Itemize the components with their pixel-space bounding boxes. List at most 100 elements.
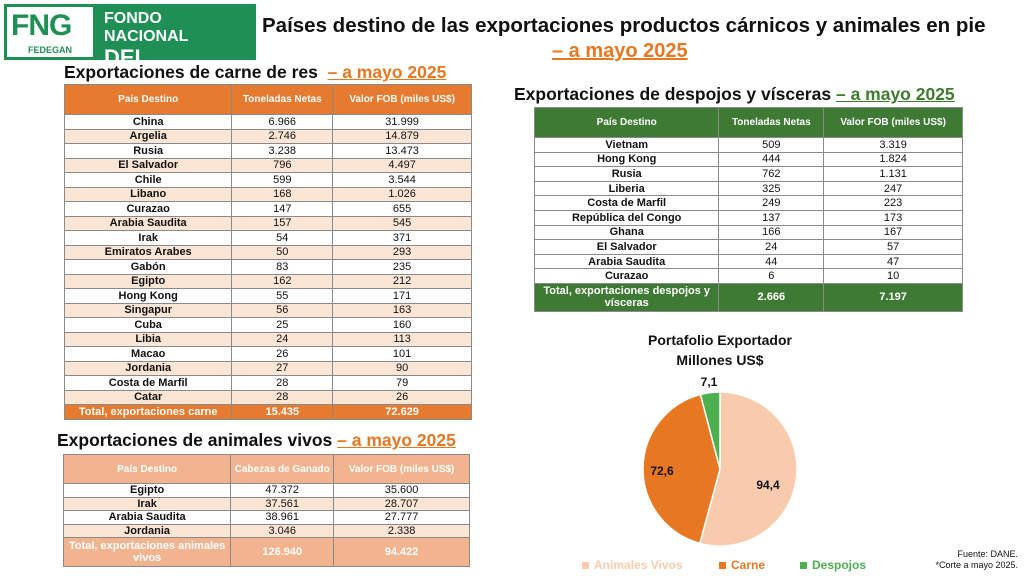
quantity-cell: 24 [718, 239, 825, 255]
quantity-cell: 147 [231, 201, 334, 217]
quantity-cell: 249 [718, 195, 825, 211]
fob-value-cell: 160 [332, 317, 472, 333]
country-cell: Libano [63, 186, 233, 202]
table-row: El Salvador 24 57 [533, 239, 963, 255]
fob-value-cell: 2.338 [333, 523, 470, 538]
fob-value-cell: 3.544 [332, 172, 472, 188]
fob-value-cell: 26 [332, 389, 472, 405]
country-cell: Rusia [533, 166, 720, 182]
beef-header-row: País Destino Toneladas Netas Valor FOB (… [63, 84, 472, 115]
fob-value-cell: 113 [332, 331, 472, 347]
country-cell: Argelia [63, 128, 233, 144]
quantity-cell: 157 [231, 215, 334, 231]
beef-exports-table: País Destino Toneladas Netas Valor FOB (… [63, 84, 472, 420]
fob-value-cell: 4.497 [332, 157, 472, 173]
country-cell: Costa de Marfil [63, 375, 233, 391]
country-cell: Irak [62, 496, 232, 511]
total-value: 126.940 [230, 537, 335, 567]
offal-col-tons: Toneladas Netas [718, 107, 825, 138]
quantity-cell: 444 [718, 151, 825, 168]
country-cell: Vietnam [533, 137, 720, 153]
legend-item-despojos: Despojos [800, 558, 866, 572]
quantity-cell: 166 [718, 224, 825, 241]
country-cell: China [63, 114, 233, 130]
table-row: Macao 26 101 [63, 346, 472, 362]
quantity-cell: 325 [718, 180, 825, 197]
table-row: Egipto 162 212 [63, 273, 472, 289]
table-row: Rusia 762 1.131 [533, 166, 963, 182]
fob-value-cell: 1.026 [332, 186, 472, 202]
fob-value-cell: 31.999 [332, 114, 472, 130]
quantity-cell: 796 [231, 157, 334, 173]
fob-value-cell: 10 [823, 268, 963, 284]
country-cell: Libia [63, 331, 233, 347]
quantity-cell: 162 [231, 273, 334, 289]
live-section-title: Exportaciones de animales vivos – a mayo… [57, 430, 456, 451]
country-cell: Emiratos Arabes [63, 244, 233, 260]
beef-title-text: Exportaciones de carne de res [64, 62, 318, 82]
table-row: Catar 28 26 [63, 389, 472, 405]
quantity-cell: 2.746 [231, 128, 334, 144]
logo-org: FEDEGAN [27, 45, 72, 55]
country-cell: Jordania [62, 523, 232, 538]
country-cell: El Salvador [533, 239, 720, 255]
quantity-cell: 26 [231, 346, 334, 362]
fob-value-cell: 235 [332, 259, 472, 275]
table-row: Curazao 147 655 [63, 201, 472, 217]
table-row: Costa de Marfil 28 79 [63, 375, 472, 391]
country-cell: Arabia Saudita [63, 215, 233, 231]
table-row: Vietnam 509 3.319 [533, 137, 963, 153]
country-cell: Rusia [63, 143, 233, 159]
offal-header-row: País Destino Toneladas Netas Valor FOB (… [533, 107, 963, 138]
offal-section-title: Exportaciones de despojos y vísceras – a… [514, 84, 955, 105]
quantity-cell: 168 [231, 186, 334, 202]
offal-exports-table: País Destino Toneladas Netas Valor FOB (… [533, 107, 963, 312]
table-row: Jordania 27 90 [63, 360, 472, 376]
source-line: Fuente: DANE. [957, 549, 1018, 559]
quantity-cell: 27 [231, 360, 334, 376]
fob-value-cell: 223 [823, 195, 963, 211]
legend-swatch [719, 561, 726, 569]
total-row: Total, exportaciones carne 15.435 72.629 [63, 404, 472, 420]
pie-slice-animales-vivos [698, 391, 798, 547]
fob-value-cell: 371 [332, 230, 472, 246]
fng-logo: FNG FEDEGAN FONDO NACIONAL DEL GANADO [4, 4, 256, 94]
offal-title-period: – a mayo 2025 [835, 84, 955, 104]
quantity-cell: 6 [718, 268, 825, 284]
quantity-cell: 762 [718, 166, 825, 182]
beef-col-value: Valor FOB (miles US$) [332, 84, 472, 115]
country-cell: Curazao [533, 268, 720, 284]
quantity-cell: 50 [231, 244, 334, 260]
table-row: Hong Kong 444 1.824 [533, 151, 963, 168]
quantity-cell: 37.561 [230, 496, 335, 511]
total-row: Total, exportaciones despojos y vísceras… [533, 282, 963, 312]
table-row: Ghana 166 167 [533, 224, 963, 241]
fob-value-cell: 545 [332, 215, 472, 231]
logo-wordmark: FONDO NACIONAL DEL GANADO [96, 4, 256, 94]
quantity-cell: 55 [231, 288, 334, 304]
table-row: Singapur 56 163 [63, 302, 472, 318]
total-value: 72.629 [332, 404, 472, 420]
legend-label: Despojos [812, 558, 867, 572]
quantity-cell: 3.046 [230, 523, 335, 538]
quantity-cell: 28 [231, 375, 334, 391]
quantity-cell: 24 [231, 331, 334, 347]
country-cell: Gabón [63, 259, 233, 275]
fob-value-cell: 655 [332, 201, 472, 217]
fob-value-cell: 1.131 [823, 166, 963, 182]
country-cell: Irak [63, 230, 233, 246]
total-row: Total, exportaciones animales vivos 126.9… [62, 537, 470, 567]
live-title-period: – a mayo 2025 [337, 430, 456, 450]
table-row: Liberia 325 247 [533, 180, 963, 197]
country-cell: El Salvador [63, 157, 233, 173]
page-title: Países destino de las exportaciones prod… [262, 14, 986, 37]
chart-subtitle: Millones US$ [676, 352, 764, 368]
quantity-cell: 83 [231, 259, 334, 275]
fob-value-cell: 13.473 [332, 143, 472, 159]
total-label: Total, exportaciones carne [63, 404, 233, 420]
fob-value-cell: 57 [823, 239, 963, 255]
country-cell: República del Congo [533, 209, 720, 226]
country-cell: Catar [63, 389, 233, 405]
country-cell: Costa de Marfil [533, 195, 720, 211]
fob-value-cell: 167 [823, 224, 963, 241]
